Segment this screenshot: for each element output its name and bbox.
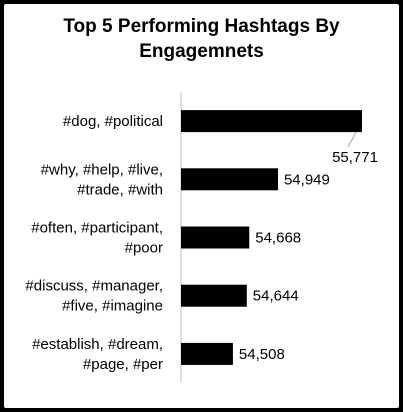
category-label-4: #discuss, #manager, #five, #imagine	[25, 278, 163, 315]
value-label-2: 54,949	[284, 171, 330, 188]
value-label-1: 55,771	[332, 149, 378, 166]
bar-1	[181, 110, 362, 133]
bar-4	[181, 284, 247, 307]
category-label-1: #dog, #political	[63, 113, 163, 130]
bar-3	[181, 226, 250, 249]
value-label-5: 54,508	[239, 346, 285, 363]
category-label-3: #often, #participant, #poor	[31, 220, 163, 257]
value-label-leader-line	[347, 131, 357, 148]
bar-2	[181, 168, 278, 191]
value-label-3: 54,668	[255, 230, 301, 247]
bar-5	[181, 342, 233, 365]
chart-frame: Top 5 Performing Hashtags By Engagemnets	[4, 4, 399, 408]
chart-title: Top 5 Performing Hashtags By Engagemnets	[63, 16, 340, 62]
category-label-2: #why, #help, #live, #trade, #with	[41, 161, 163, 198]
value-label-4: 54,644	[253, 288, 299, 305]
category-label-5: #establish, #dream, #page, #per	[32, 336, 163, 373]
